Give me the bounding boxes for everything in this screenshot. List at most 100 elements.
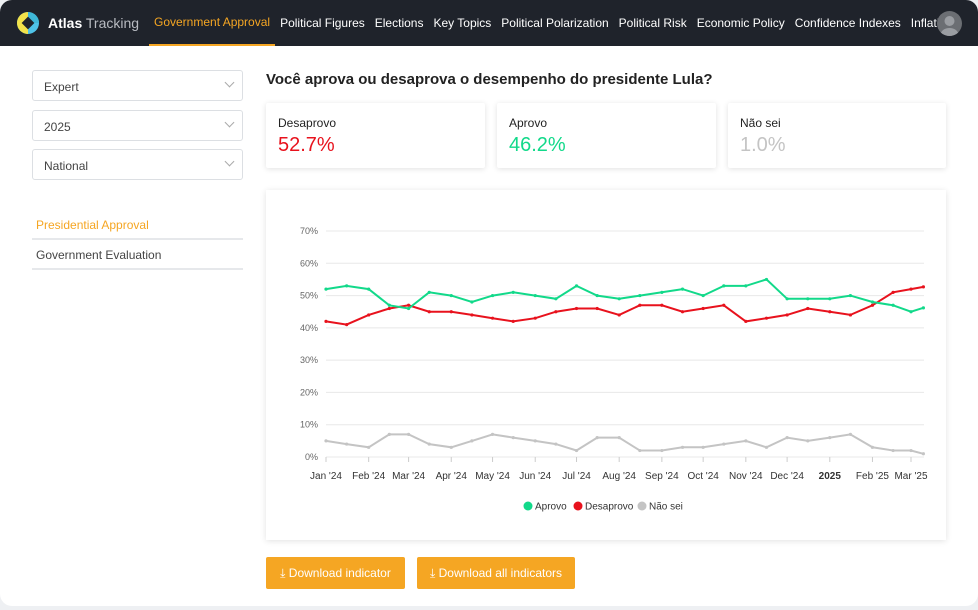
data-point — [909, 448, 913, 453]
data-point — [701, 306, 705, 311]
data-point — [891, 448, 895, 453]
data-point — [324, 439, 328, 443]
chevron-down-icon — [224, 117, 235, 128]
region-select[interactable]: National — [32, 149, 243, 180]
select-value: 2025 — [44, 120, 71, 134]
data-point — [367, 445, 371, 449]
tab-elections[interactable]: Elections — [374, 16, 424, 30]
data-point — [387, 303, 391, 307]
stat-card-1: Aprovo 46.2% — [497, 103, 716, 168]
data-point — [511, 290, 515, 294]
series-line-aprovo — [325, 278, 924, 313]
data-point — [595, 293, 599, 298]
data-point — [470, 300, 474, 304]
data-point — [574, 284, 579, 288]
chevron-down-icon — [224, 156, 235, 167]
x-tick-label: Sep '24 — [645, 471, 679, 482]
stat-card-2: Não sei 1.0% — [728, 103, 946, 168]
chart-card: 0% 10% 20% 30% 40% 50% 60% 70% Jan '24 Feb '24 Mar… — [266, 190, 946, 540]
download-icon: ⤓ — [280, 566, 289, 580]
data-point — [785, 297, 789, 301]
data-point — [909, 287, 913, 291]
data-point — [701, 293, 705, 298]
data-point — [449, 310, 453, 314]
tab-confidence-indexes[interactable]: Confidence Indexes — [794, 16, 901, 30]
brand-name[interactable]: Atlas Tracking — [48, 15, 139, 31]
y-tick-label: 50% — [300, 291, 318, 301]
stat-value: 52.7% — [278, 134, 335, 156]
top-navbar: Atlas Tracking Government Approval Politi… — [0, 0, 978, 46]
data-point — [764, 445, 769, 449]
data-point — [660, 448, 664, 453]
data-point — [806, 306, 810, 311]
stat-card-0: Desaprovo 52.7% — [266, 103, 485, 168]
data-point — [367, 313, 371, 317]
data-point — [680, 310, 685, 314]
stat-value: 1.0% — [740, 134, 786, 156]
download-all-button[interactable]: ⤓ Download all indicators — [417, 557, 575, 589]
y-tick-label: 10% — [300, 420, 318, 430]
data-point — [406, 303, 411, 307]
series-line-desaprovo — [325, 285, 924, 326]
x-tick-label: Feb '24 — [352, 471, 385, 482]
atlas-logo-icon[interactable] — [16, 11, 40, 35]
tab-political-figures[interactable]: Political Figures — [280, 16, 365, 30]
x-tick-label: Jun '24 — [519, 471, 551, 482]
data-point — [595, 306, 599, 311]
data-point — [345, 284, 349, 288]
data-point — [533, 293, 537, 298]
data-point — [785, 436, 789, 440]
data-point — [764, 316, 769, 320]
mode-select[interactable]: Expert — [32, 70, 243, 101]
data-point — [744, 319, 748, 323]
tab-government-approval[interactable]: Government Approval — [149, 0, 276, 46]
x-tick-label: Nov '24 — [729, 471, 763, 482]
data-point — [367, 287, 371, 291]
data-point — [764, 277, 769, 282]
y-tick-label: 30% — [300, 355, 318, 365]
approval-line-chart[interactable]: 0% 10% 20% 30% 40% 50% 60% 70% Jan '24 Feb '24 Mar… — [266, 190, 946, 540]
data-point — [470, 313, 474, 317]
tab-key-topics[interactable]: Key Topics — [433, 16, 492, 30]
data-point — [848, 293, 853, 298]
data-point — [909, 310, 913, 314]
data-point — [891, 290, 895, 294]
data-point — [617, 313, 621, 317]
user-avatar[interactable] — [937, 11, 962, 36]
legend-marker-icon — [573, 501, 583, 511]
sidebar-link-government-evaluation[interactable]: Government Evaluation — [32, 240, 243, 270]
sidebar-link-presidential-approval[interactable]: Presidential Approval — [32, 210, 243, 240]
data-point — [427, 442, 431, 446]
download-indicator-button[interactable]: ⤓ Download indicator — [266, 557, 405, 589]
tab-economic-policy[interactable]: Economic Policy — [696, 16, 785, 30]
brand-bold: Atlas — [48, 15, 83, 31]
data-point — [785, 313, 789, 317]
data-point — [806, 439, 810, 443]
data-point — [848, 313, 853, 317]
data-point — [345, 442, 349, 446]
data-point — [828, 297, 832, 301]
select-value: National — [44, 159, 89, 173]
year-select[interactable]: 2025 — [32, 110, 243, 141]
data-point — [701, 445, 705, 449]
data-point — [574, 306, 579, 311]
legend-label: Aprovo — [535, 502, 567, 513]
data-point — [638, 448, 642, 453]
data-point — [806, 297, 810, 301]
y-tick-label: 40% — [300, 323, 318, 333]
data-point — [449, 293, 453, 298]
data-point — [427, 290, 431, 294]
data-point — [617, 436, 621, 440]
x-tick-label: Aug '24 — [602, 471, 636, 482]
x-tick-label: Apr '24 — [436, 471, 468, 482]
y-tick-label: 70% — [300, 226, 318, 236]
data-point — [490, 316, 495, 320]
legend-label: Não sei — [649, 502, 683, 513]
tab-political-risk[interactable]: Political Risk — [618, 16, 687, 30]
data-point — [617, 297, 621, 301]
tab-political-polarization[interactable]: Political Polarization — [501, 16, 609, 30]
data-point — [406, 432, 411, 436]
data-point — [921, 452, 925, 456]
data-point — [722, 284, 726, 288]
